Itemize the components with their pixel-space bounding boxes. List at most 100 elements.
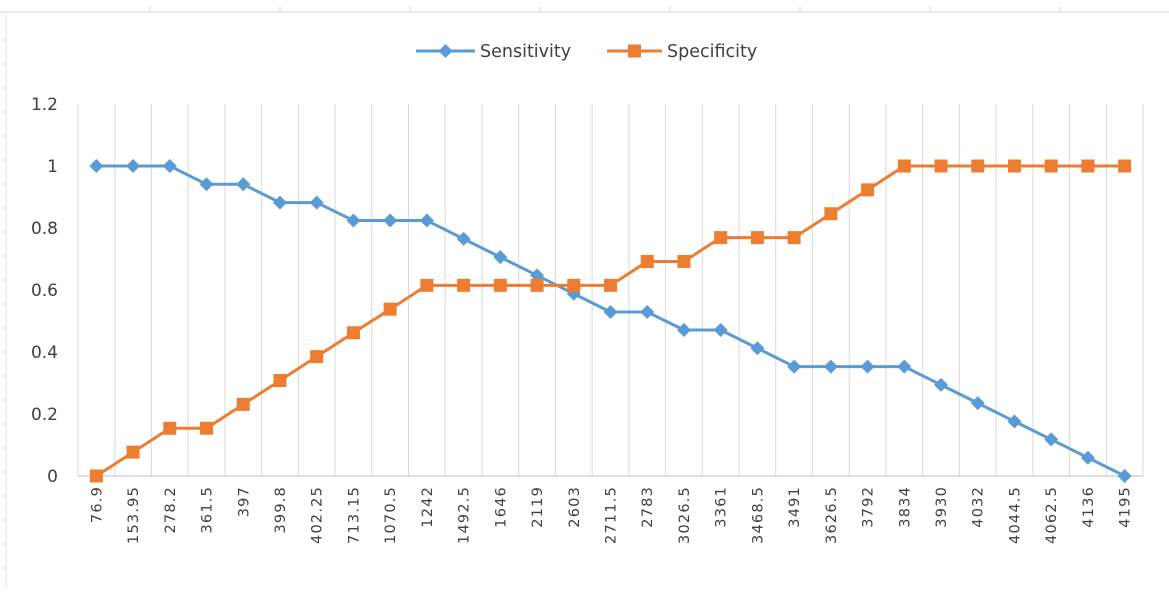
- x-tick-label: 1492.5: [457, 486, 473, 544]
- data-point-sensitivity: [1080, 450, 1095, 465]
- data-point-specificity: [383, 302, 397, 316]
- x-tick-label: 76.9: [89, 486, 105, 523]
- data-point-sensitivity: [272, 195, 287, 210]
- x-tick-label: 3361: [714, 486, 730, 528]
- x-tick-label: 402.25: [310, 486, 326, 544]
- series-lines: [89, 159, 1132, 483]
- data-point-sensitivity: [1117, 469, 1132, 483]
- data-point-specificity: [787, 231, 801, 245]
- data-point-sensitivity: [640, 305, 655, 320]
- data-point-specificity: [1007, 159, 1021, 173]
- legend-item-sensitivity: Sensitivity: [416, 42, 571, 62]
- data-point-sensitivity: [676, 322, 691, 337]
- data-point-sensitivity: [309, 195, 324, 210]
- y-tick-label: 1: [47, 157, 58, 177]
- data-point-sensitivity: [823, 359, 838, 374]
- x-tick-label: 1646: [493, 486, 509, 528]
- x-tick-label: 2119: [530, 486, 546, 528]
- data-point-specificity: [420, 278, 434, 292]
- data-point-specificity: [897, 159, 911, 173]
- x-axis-ticks: 76.9 153.95 278.2 361.5 397 399.8 402.25 713.15…: [89, 486, 1133, 544]
- data-point-specificity: [861, 183, 875, 197]
- y-tick-label: 0.4: [31, 343, 58, 363]
- data-point-specificity: [236, 397, 250, 411]
- x-tick-label: 3468.5: [750, 486, 766, 544]
- x-tick-label: 4044.5: [1007, 486, 1023, 544]
- data-point-sensitivity: [126, 159, 141, 173]
- x-tick-label: 278.2: [163, 486, 179, 534]
- x-tick-label: 4032: [971, 486, 987, 528]
- series-line-sensitivity: [96, 164, 1126, 478]
- data-point-specificity: [273, 374, 287, 388]
- x-tick-label: 153.95: [126, 486, 142, 544]
- data-point-specificity: [163, 421, 177, 435]
- data-point-sensitivity: [162, 159, 177, 173]
- data-point-specificity: [126, 445, 140, 459]
- data-point-sensitivity: [199, 177, 214, 192]
- data-point-specificity: [89, 469, 103, 483]
- data-point-specificity: [1081, 159, 1095, 173]
- data-point-specificity: [457, 278, 471, 292]
- y-tick-label: 0.8: [31, 219, 58, 239]
- legend-label: Specificity: [667, 42, 757, 62]
- x-tick-label: 1242: [420, 486, 436, 528]
- y-tick-label: 1.2: [31, 95, 58, 115]
- data-point-sensitivity: [236, 177, 251, 192]
- x-tick-label: 3792: [861, 486, 877, 528]
- window-top-strip: [0, 7, 1169, 13]
- y-axis-ticks: 0 0.2 0.4 0.6 0.8 1 1.2: [31, 95, 58, 487]
- data-point-sensitivity: [787, 359, 802, 374]
- x-tick-label: 399.8: [273, 486, 289, 534]
- data-point-sensitivity: [750, 341, 765, 356]
- legend-marker: [628, 44, 641, 58]
- data-point-sensitivity: [456, 231, 471, 246]
- legend-label: Sensitivity: [480, 42, 571, 62]
- data-point-sensitivity: [860, 359, 875, 374]
- legend: Sensitivity Specificity: [416, 42, 757, 62]
- data-point-sensitivity: [89, 159, 104, 173]
- data-point-specificity: [750, 231, 764, 245]
- data-point-sensitivity: [934, 377, 949, 392]
- data-point-specificity: [346, 326, 360, 340]
- data-point-sensitivity: [970, 396, 985, 411]
- data-point-specificity: [640, 254, 654, 268]
- data-point-specificity: [714, 231, 728, 245]
- data-point-specificity: [1118, 159, 1132, 173]
- x-tick-label: 4062.5: [1044, 486, 1060, 544]
- x-tick-label: 3491: [787, 486, 803, 528]
- x-tick-label: 361.5: [200, 486, 216, 534]
- y-tick-label: 0: [47, 467, 58, 487]
- x-tick-label: 4136: [1081, 486, 1097, 528]
- x-tick-label: 2711.5: [604, 486, 620, 544]
- data-point-sensitivity: [346, 213, 361, 228]
- x-tick-label: 3834: [897, 486, 913, 528]
- data-point-sensitivity: [603, 305, 618, 320]
- series-specificity: [89, 159, 1132, 483]
- data-point-specificity: [971, 159, 985, 173]
- data-point-specificity: [530, 278, 544, 292]
- x-tick-label: 3626.5: [824, 486, 840, 544]
- data-point-sensitivity: [419, 213, 434, 228]
- x-tick-label: 2603: [567, 486, 583, 528]
- data-point-sensitivity: [383, 213, 398, 228]
- data-point-specificity: [934, 159, 948, 173]
- series-sensitivity: [89, 159, 1132, 483]
- x-tick-label: 3930: [934, 486, 950, 528]
- x-tick-label: 3026.5: [677, 486, 693, 544]
- data-point-sensitivity: [493, 250, 508, 265]
- data-point-sensitivity: [1007, 414, 1022, 429]
- data-point-specificity: [200, 421, 214, 435]
- y-tick-label: 0.6: [31, 281, 58, 301]
- data-point-sensitivity: [897, 359, 912, 374]
- data-point-specificity: [1044, 159, 1058, 173]
- x-tick-label: 2783: [640, 486, 656, 528]
- data-point-specificity: [604, 278, 617, 292]
- data-point-specificity: [677, 254, 691, 268]
- data-point-sensitivity: [713, 322, 728, 337]
- data-point-sensitivity: [1044, 432, 1059, 447]
- y-tick-label: 0.2: [31, 405, 58, 425]
- window-left-ruler: [2, 12, 7, 588]
- x-tick-label: 1070.5: [383, 486, 399, 544]
